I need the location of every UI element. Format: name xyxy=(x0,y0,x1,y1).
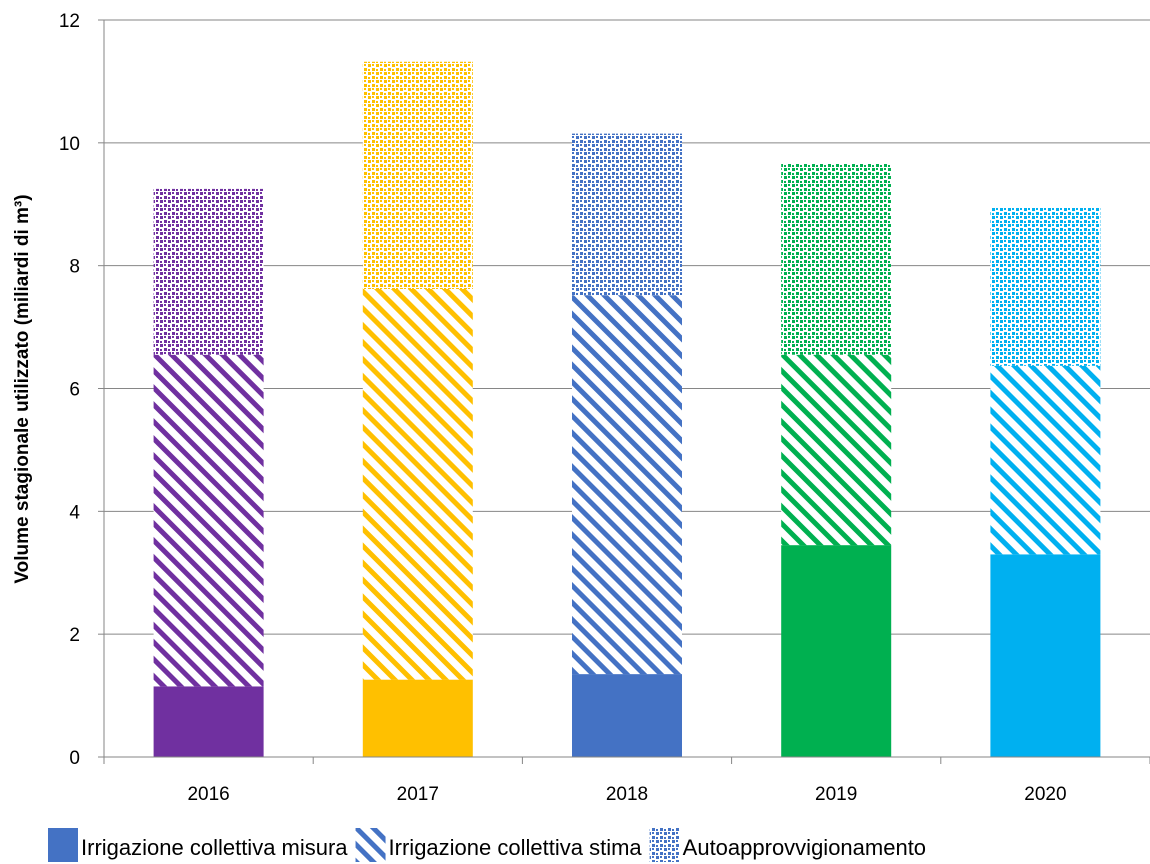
legend: Irrigazione collettiva misura Irrigazione… xyxy=(48,828,926,862)
bar-2017-solid xyxy=(362,679,473,757)
y-tick-label: 10 xyxy=(59,134,80,155)
bar-2017-diagonal-stripes xyxy=(362,289,473,680)
y-tick-label: 8 xyxy=(69,257,80,278)
legend-label: Irrigazione collettiva stima xyxy=(389,835,643,860)
bar-2016-dots xyxy=(153,188,264,355)
bar-2019-dots xyxy=(781,163,892,355)
legend-label: Autoapprovvigionamento xyxy=(683,835,926,860)
bar-2018-dots xyxy=(572,133,682,296)
x-tick-label: 2016 xyxy=(187,784,229,805)
x-tick-label: 2018 xyxy=(606,784,648,805)
bars xyxy=(153,61,1101,757)
legend-label: Irrigazione collettiva misura xyxy=(81,835,348,860)
bar-2020-diagonal-stripes xyxy=(990,365,1101,555)
bar-2018-diagonal-stripes xyxy=(572,295,682,675)
legend-swatch-diagonal-stripes xyxy=(355,828,386,862)
y-tick-label: 12 xyxy=(59,11,80,32)
x-tick-label: 2019 xyxy=(815,784,857,805)
y-tick-label: 2 xyxy=(69,625,80,646)
bar-2020-dots xyxy=(990,207,1101,366)
y-tick-label: 4 xyxy=(69,502,80,523)
bar-2019-diagonal-stripes xyxy=(781,354,892,546)
bar-2019-solid xyxy=(781,545,892,757)
bar-2018-solid xyxy=(572,674,682,757)
y-tick-label: 6 xyxy=(69,380,80,401)
bar-2016-solid xyxy=(153,686,264,757)
legend-swatch-dots xyxy=(649,828,680,862)
y-axis-title: Volume stagionale utilizzato (miliardi d… xyxy=(12,194,33,583)
x-tick-label: 2017 xyxy=(397,784,439,805)
bar-2020-solid xyxy=(990,554,1101,757)
y-tick-label: 0 xyxy=(69,748,80,769)
x-tick-label: 2020 xyxy=(1024,784,1066,805)
bar-2016-diagonal-stripes xyxy=(153,354,264,687)
legend-swatch-solid xyxy=(48,828,78,862)
bar-2017-dots xyxy=(362,61,473,290)
axes: 0 2 4 6 8 10 12 2016 2017 2018 2019 2020 xyxy=(59,11,1150,805)
